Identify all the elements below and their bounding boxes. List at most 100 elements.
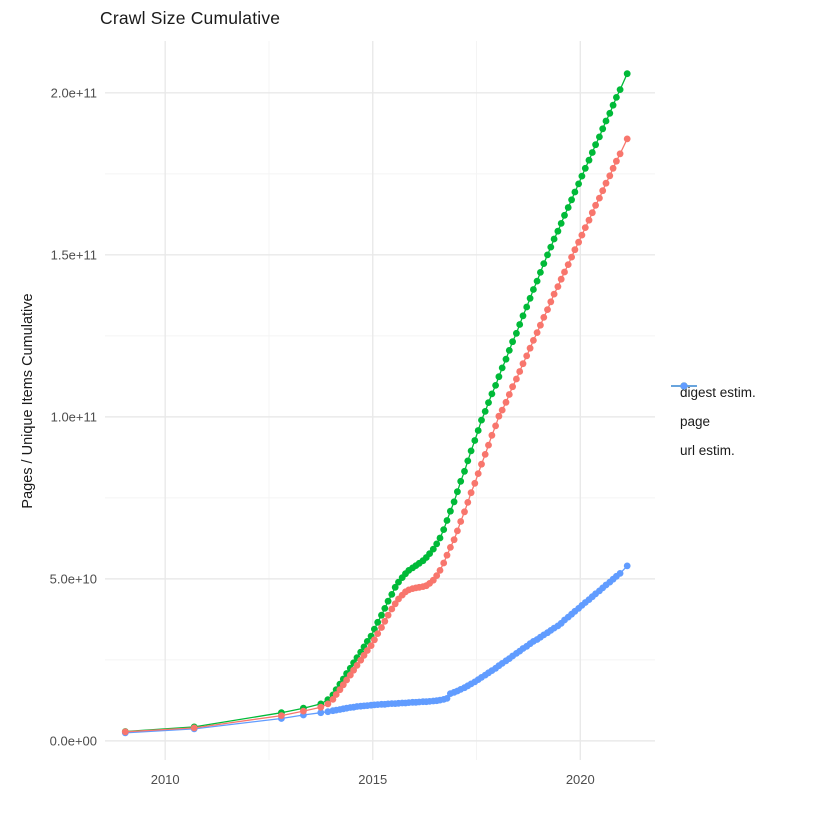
data-point bbox=[581, 164, 589, 172]
y-tick-label: 5.0e+10 bbox=[50, 571, 97, 586]
data-point bbox=[481, 451, 489, 458]
series-line-0 bbox=[125, 138, 628, 733]
data-point bbox=[557, 220, 565, 227]
data-point bbox=[495, 373, 503, 381]
x-tick-label: 2010 bbox=[151, 772, 180, 787]
data-point bbox=[478, 460, 485, 468]
data-point bbox=[346, 671, 354, 679]
data-point bbox=[561, 268, 568, 276]
data-point bbox=[509, 383, 516, 391]
data-point bbox=[457, 477, 465, 485]
y-tick-label: 1.5e+11 bbox=[51, 247, 97, 262]
data-point bbox=[395, 578, 402, 586]
data-point bbox=[505, 391, 513, 398]
data-point bbox=[374, 618, 382, 626]
data-point bbox=[585, 156, 593, 164]
data-point bbox=[495, 412, 503, 420]
data-point bbox=[602, 117, 610, 125]
data-point bbox=[478, 416, 485, 424]
data-point bbox=[474, 470, 482, 477]
data-point bbox=[561, 211, 568, 219]
data-point bbox=[450, 498, 458, 506]
data-point bbox=[502, 398, 510, 406]
data-point bbox=[457, 518, 465, 525]
data-point bbox=[530, 286, 537, 293]
data-point bbox=[498, 406, 506, 414]
data-point bbox=[332, 691, 340, 698]
data-point bbox=[317, 703, 325, 711]
data-point bbox=[447, 544, 454, 551]
data-point bbox=[564, 261, 572, 268]
data-point bbox=[585, 216, 593, 224]
data-point bbox=[578, 231, 586, 239]
data-point bbox=[384, 611, 392, 619]
data-point bbox=[588, 149, 596, 156]
data-point bbox=[513, 329, 520, 337]
data-point bbox=[578, 172, 586, 180]
data-point bbox=[324, 700, 332, 708]
data-point bbox=[571, 246, 579, 254]
data-point bbox=[461, 467, 468, 475]
data-point bbox=[606, 109, 614, 117]
data-point bbox=[388, 591, 396, 598]
data-point bbox=[516, 321, 524, 328]
data-point bbox=[599, 187, 607, 195]
data-point bbox=[533, 277, 541, 285]
data-point bbox=[343, 676, 350, 684]
data-point bbox=[505, 347, 513, 354]
data-point bbox=[537, 321, 544, 329]
data-point bbox=[606, 172, 614, 180]
data-point bbox=[613, 157, 620, 165]
data-point bbox=[436, 567, 444, 574]
data-point bbox=[523, 303, 531, 311]
data-point bbox=[509, 338, 516, 346]
data-point bbox=[564, 204, 572, 211]
data-point bbox=[378, 624, 385, 631]
data-point bbox=[544, 306, 551, 313]
data-point bbox=[523, 352, 531, 360]
data-point bbox=[485, 441, 492, 449]
data-point bbox=[353, 662, 361, 669]
data-point bbox=[488, 390, 496, 398]
data-point bbox=[575, 180, 582, 188]
data-point bbox=[530, 337, 537, 344]
data-point bbox=[488, 431, 496, 439]
y-tick-label: 1.0e+11 bbox=[51, 409, 97, 424]
data-point bbox=[502, 355, 510, 363]
data-point bbox=[371, 636, 378, 644]
data-point bbox=[568, 196, 575, 204]
data-point bbox=[467, 447, 475, 455]
legend-label: digest estim. bbox=[680, 385, 756, 400]
y-tick-label: 0.0e+00 bbox=[50, 733, 97, 748]
data-point bbox=[623, 135, 631, 143]
data-point bbox=[498, 364, 506, 372]
data-point bbox=[596, 133, 603, 141]
data-point bbox=[443, 695, 451, 702]
data-point bbox=[440, 526, 448, 533]
data-point bbox=[609, 101, 617, 109]
data-point bbox=[533, 329, 541, 336]
legend-label: url estim. bbox=[680, 443, 735, 458]
data-point bbox=[547, 298, 555, 306]
data-point bbox=[374, 630, 382, 637]
data-point bbox=[616, 86, 624, 93]
legend-key-icon bbox=[671, 382, 697, 390]
data-point bbox=[492, 422, 499, 430]
data-point bbox=[592, 141, 599, 149]
data-point bbox=[450, 536, 458, 544]
data-point bbox=[436, 534, 444, 542]
data-point bbox=[554, 283, 562, 290]
data-point bbox=[554, 227, 562, 235]
data-point bbox=[540, 314, 548, 321]
data-point bbox=[474, 427, 482, 434]
data-point bbox=[121, 728, 129, 736]
data-point bbox=[426, 550, 433, 557]
data-point bbox=[526, 294, 534, 302]
data-point bbox=[513, 375, 520, 383]
legend-item-2: url estim. bbox=[670, 382, 756, 465]
data-point bbox=[609, 164, 617, 172]
data-point bbox=[596, 194, 603, 202]
y-tick-label: 2.0e+11 bbox=[51, 85, 97, 100]
data-point bbox=[616, 570, 624, 577]
data-point bbox=[571, 188, 579, 196]
